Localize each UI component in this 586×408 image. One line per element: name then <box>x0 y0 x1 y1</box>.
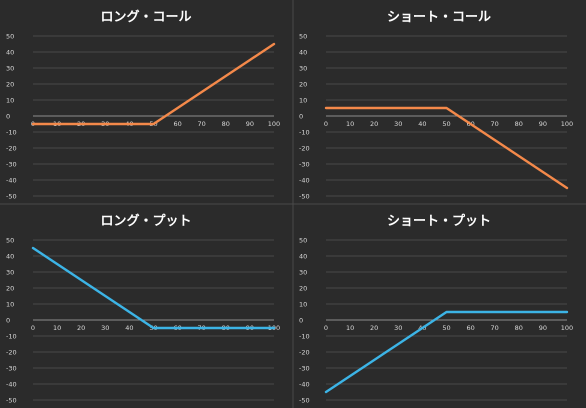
y-tick-label: 10 <box>299 96 307 104</box>
x-tick-label: 0 <box>31 324 35 332</box>
chart-title: ロング・プット <box>100 213 191 229</box>
y-tick-label: -50 <box>6 396 17 404</box>
y-tick-label: 40 <box>299 48 307 56</box>
y-tick-label: -10 <box>299 332 310 340</box>
y-tick-label: -20 <box>299 144 310 152</box>
y-tick-label: 20 <box>299 284 307 292</box>
y-tick-label: -10 <box>6 128 17 136</box>
y-tick-label: -50 <box>299 192 310 200</box>
x-tick-label: 90 <box>539 120 547 128</box>
y-tick-label: -30 <box>6 364 17 372</box>
y-tick-label: -30 <box>299 364 310 372</box>
x-tick-label: 50 <box>442 324 450 332</box>
y-tick-label: -20 <box>299 348 310 356</box>
x-tick-label: 10 <box>53 324 61 332</box>
y-tick-label: 0 <box>299 112 303 120</box>
y-tick-label: 50 <box>6 236 14 244</box>
x-tick-label: 40 <box>418 120 426 128</box>
series-line <box>31 42 276 126</box>
y-tick-label: -30 <box>6 160 17 168</box>
x-tick-label: 0 <box>324 324 328 332</box>
y-tick-label: 0 <box>6 112 10 120</box>
x-tick-label: 20 <box>370 120 378 128</box>
y-tick-label: -40 <box>6 176 17 184</box>
x-tick-label: 20 <box>77 324 85 332</box>
y-tick-label: 40 <box>6 48 14 56</box>
y-tick-label: 10 <box>299 300 307 308</box>
y-tick-label: 10 <box>6 96 14 104</box>
series-line <box>31 246 276 330</box>
x-tick-label: 0 <box>324 120 328 128</box>
x-tick-label: 30 <box>394 324 402 332</box>
y-tick-label: 30 <box>299 64 307 72</box>
chart-panel-2: ロング・プット 50 40 30 20 10 0 -10 -20 -30 -40 -50 0 10 20 30… <box>6 213 280 404</box>
y-tick-label: 40 <box>6 252 14 260</box>
y-tick-label: -10 <box>6 332 17 340</box>
x-tick-label: 100 <box>561 324 573 332</box>
y-tick-label: -40 <box>6 380 17 388</box>
y-tick-label: 0 <box>6 316 10 324</box>
x-tick-label: 70 <box>491 324 499 332</box>
y-tick-label: 20 <box>299 80 307 88</box>
y-tick-label: 30 <box>299 268 307 276</box>
y-tick-label: -50 <box>6 192 17 200</box>
x-tick-label: 10 <box>346 324 354 332</box>
x-tick-label: 50 <box>442 120 450 128</box>
y-tick-label: 0 <box>299 316 303 324</box>
x-tick-label: 60 <box>466 324 474 332</box>
y-tick-label: -30 <box>299 160 310 168</box>
y-tick-label: 20 <box>6 284 14 292</box>
x-tick-label: 60 <box>173 120 181 128</box>
y-tick-label: 50 <box>299 32 307 40</box>
x-tick-label: 80 <box>515 324 523 332</box>
x-tick-label: 100 <box>561 120 573 128</box>
x-tick-label: 10 <box>346 120 354 128</box>
y-tick-label: -40 <box>299 176 310 184</box>
x-tick-label: 80 <box>515 120 523 128</box>
x-tick-label: 70 <box>198 120 206 128</box>
y-tick-label: 40 <box>299 252 307 260</box>
x-tick-label: 40 <box>125 324 133 332</box>
y-tick-label: 10 <box>6 300 14 308</box>
y-tick-label: 50 <box>6 32 14 40</box>
x-tick-label: 80 <box>222 120 230 128</box>
chart-title: ロング・コール <box>100 9 191 25</box>
chart-title: ショート・コール <box>387 10 491 25</box>
x-tick-label: 30 <box>394 120 402 128</box>
chart-title: ショート・プット <box>387 214 491 229</box>
y-tick-label: -20 <box>6 348 17 356</box>
y-tick-label: -50 <box>299 396 310 404</box>
series-line <box>324 310 569 394</box>
x-tick-label: 20 <box>370 324 378 332</box>
y-tick-label: 30 <box>6 268 14 276</box>
y-tick-label: 50 <box>299 236 307 244</box>
y-tick-label: -40 <box>299 380 310 388</box>
y-tick-label: -20 <box>6 144 17 152</box>
series-line <box>324 106 569 190</box>
y-tick-label: 20 <box>6 80 14 88</box>
x-tick-label: 100 <box>268 120 280 128</box>
y-tick-label: 30 <box>6 64 14 72</box>
x-tick-label: 70 <box>491 120 499 128</box>
x-tick-label: 90 <box>246 120 254 128</box>
x-tick-label: 90 <box>539 324 547 332</box>
y-tick-label: -10 <box>299 128 310 136</box>
x-tick-label: 30 <box>101 324 109 332</box>
